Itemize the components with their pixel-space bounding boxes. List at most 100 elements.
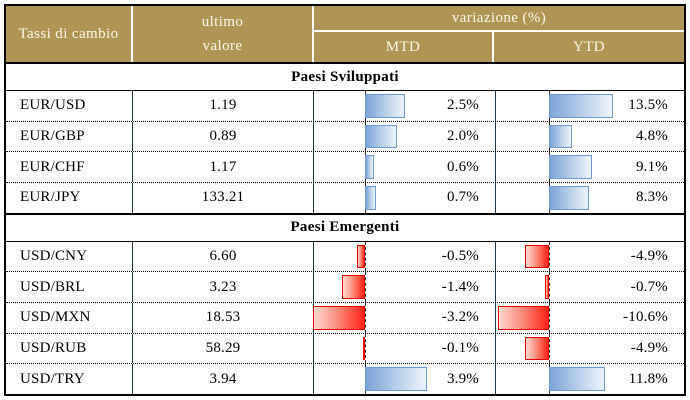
mtd-data-bar (364, 124, 397, 149)
ytd-value: 4.8% (635, 128, 668, 145)
mtd-value: 2.5% (446, 97, 479, 114)
mtd-data-bar (342, 275, 365, 300)
mtd-data-bar (364, 155, 375, 180)
ytd-value: 11.8% (628, 370, 668, 387)
ytd-bar-cell: -0.7% (496, 272, 684, 303)
currency-pair: EUR/CHF (6, 152, 133, 183)
header-variation-subcolumns: MTD YTD (314, 32, 684, 62)
mtd-data-bar (362, 336, 365, 361)
currency-pair: USD/CNY (6, 241, 133, 272)
mtd-data-bar (364, 186, 376, 210)
mtd-bar-cell: -1.4% (314, 272, 496, 303)
ytd-value: 8.3% (635, 189, 668, 206)
ytd-bar-cell: 8.3% (496, 183, 684, 213)
mtd-bar-cell: 2.0% (314, 121, 496, 152)
zero-axis-line (364, 272, 366, 303)
mtd-value: 0.6% (446, 158, 479, 175)
currency-pair: USD/RUB (6, 333, 133, 364)
mtd-value: 3.9% (446, 370, 479, 387)
header-mtd-column: MTD (314, 32, 494, 62)
ytd-data-bar (548, 186, 589, 210)
ytd-data-bar (548, 124, 572, 149)
table-row: USD/CNY 6.60 -0.5% -4.9% (6, 241, 684, 272)
ytd-value: -0.7% (630, 278, 668, 295)
ytd-bar-cell: 9.1% (496, 152, 684, 183)
section-title-developed: Paesi Sviluppati (6, 62, 684, 91)
ytd-bar-cell: 4.8% (496, 121, 684, 152)
currency-pair: EUR/JPY (6, 183, 133, 213)
table-row: EUR/USD 1.19 2.5% 13.5% (6, 91, 684, 121)
emerging-rows: USD/CNY 6.60 -0.5% -4.9% USD/BRL 3.23 (6, 241, 684, 394)
zero-axis-line (548, 241, 550, 272)
ytd-data-bar (548, 155, 593, 180)
header-variation-group: variazione (%) MTD YTD (314, 6, 684, 62)
ytd-data-bar (497, 306, 549, 330)
header-ytd-column: YTD (572, 38, 606, 55)
zero-axis-line (548, 333, 550, 364)
table-row: USD/BRL 3.23 -1.4% -0.7% (6, 271, 684, 303)
table-frame: Tassi di cambio ultimo valore variazione… (4, 4, 686, 396)
ytd-bar-cell: -4.9% (496, 241, 684, 272)
last-value: 0.89 (133, 121, 314, 152)
last-value: 1.19 (133, 91, 314, 121)
currency-pair: EUR/GBP (6, 121, 133, 152)
ytd-bar-cell: -4.9% (496, 333, 684, 364)
table-row: EUR/GBP 0.89 2.0% 4.8% (6, 120, 684, 152)
mtd-bar-cell: 2.5% (314, 91, 496, 121)
mtd-bar-cell: -3.2% (313, 303, 496, 333)
table-row: EUR/CHF 1.17 0.6% 9.1% (6, 151, 684, 183)
last-value: 133.21 (133, 183, 314, 213)
currency-pair: USD/MXN (6, 303, 133, 333)
last-value: 58.29 (133, 333, 314, 364)
section-title-emerging: Paesi Emergenti (6, 212, 684, 242)
zero-axis-line (548, 303, 550, 333)
mtd-bar-cell: 0.7% (314, 183, 496, 213)
ytd-data-bar (548, 367, 606, 391)
mtd-data-bar (356, 244, 365, 269)
header-last-value-column: ultimo valore (133, 6, 314, 62)
ytd-value: -4.9% (630, 340, 668, 357)
ytd-data-bar (548, 94, 614, 118)
currency-pair: USD/BRL (6, 272, 133, 303)
mtd-data-bar (313, 306, 365, 330)
ytd-data-bar (545, 275, 549, 300)
developed-rows: EUR/USD 1.19 2.5% 13.5% EUR/GBP 0.89 (6, 91, 684, 213)
ytd-bar-cell: 13.5% (496, 91, 684, 121)
mtd-value: -0.1% (441, 340, 479, 357)
last-value: 18.53 (133, 303, 314, 333)
ytd-value: -4.9% (630, 248, 668, 265)
mtd-bar-cell: 0.6% (314, 152, 496, 183)
last-value: 3.94 (133, 364, 314, 394)
mtd-bar-cell: -0.1% (314, 333, 496, 364)
mtd-value: 2.0% (446, 128, 479, 145)
zero-axis-line (364, 241, 366, 272)
ytd-value: 13.5% (628, 97, 668, 114)
header-pair-column: Tassi di cambio (6, 6, 133, 62)
mtd-data-bar (364, 367, 428, 391)
ytd-data-bar (525, 336, 549, 361)
table-row: USD/MXN 18.53 -3.2% -10.6% (6, 302, 684, 333)
table-row: EUR/JPY 133.21 0.7% 8.3% (6, 182, 684, 213)
currency-pair: EUR/USD (6, 91, 133, 121)
last-value: 3.23 (133, 272, 314, 303)
zero-axis-line (548, 272, 550, 303)
ytd-bar-cell: -10.6% (496, 303, 684, 333)
header-last-value-line1: ultimo (201, 14, 244, 30)
last-value: 1.17 (133, 152, 314, 183)
header-last-value-line2: valore (202, 38, 243, 54)
table-header: Tassi di cambio ultimo valore variazione… (6, 6, 684, 62)
ytd-value: -10.6% (623, 309, 668, 326)
ytd-data-bar (525, 244, 549, 269)
mtd-value: -0.5% (441, 248, 479, 265)
zero-axis-line (364, 303, 366, 333)
zero-axis-line (364, 333, 366, 364)
last-value: 6.60 (133, 241, 314, 272)
mtd-bar-cell: 3.9% (314, 364, 496, 394)
header-variation-label: variazione (%) (314, 6, 684, 32)
table-row: USD/TRY 3.94 3.9% 11.8% (6, 363, 684, 394)
table-row: USD/RUB 58.29 -0.1% -4.9% (6, 332, 684, 364)
mtd-data-bar (364, 94, 405, 118)
ytd-value: 9.1% (635, 158, 668, 175)
currency-pair: USD/TRY (6, 364, 133, 394)
